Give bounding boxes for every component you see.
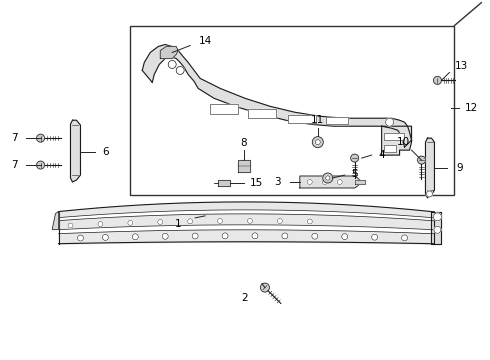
Text: 13: 13	[455, 62, 468, 71]
Polygon shape	[218, 180, 230, 186]
Bar	[384, 145, 395, 152]
Bar	[384, 145, 395, 152]
Text: 14: 14	[198, 36, 212, 46]
Circle shape	[188, 219, 193, 224]
Bar	[384, 133, 404, 140]
Text: 9: 9	[456, 163, 463, 173]
Text: 15: 15	[249, 178, 263, 188]
Circle shape	[102, 234, 108, 240]
Bar	[288, 115, 316, 123]
Circle shape	[261, 283, 270, 292]
Circle shape	[132, 234, 138, 240]
Polygon shape	[52, 212, 58, 230]
Text: 8: 8	[241, 138, 247, 148]
Text: 2: 2	[242, 293, 248, 302]
Circle shape	[371, 234, 378, 240]
Text: 4: 4	[378, 150, 385, 160]
Circle shape	[37, 134, 45, 142]
Circle shape	[325, 176, 330, 180]
Circle shape	[426, 191, 433, 197]
Circle shape	[307, 180, 312, 184]
Bar	[326, 117, 348, 124]
Bar	[384, 133, 404, 140]
Circle shape	[401, 235, 408, 241]
Circle shape	[158, 220, 163, 224]
Circle shape	[218, 219, 222, 224]
Bar	[248, 109, 276, 118]
Circle shape	[176, 67, 184, 75]
Circle shape	[386, 118, 393, 126]
Text: 5: 5	[351, 169, 358, 179]
Circle shape	[307, 219, 312, 224]
Bar	[288, 115, 316, 123]
Text: 1: 1	[175, 219, 181, 229]
Circle shape	[68, 223, 73, 228]
Bar	[130, 26, 454, 195]
Polygon shape	[300, 176, 362, 188]
Circle shape	[323, 173, 333, 183]
Circle shape	[192, 233, 198, 239]
Text: 7: 7	[11, 133, 18, 143]
Circle shape	[128, 220, 133, 225]
Bar	[210, 104, 238, 114]
Polygon shape	[71, 120, 80, 182]
Circle shape	[434, 76, 441, 84]
Bar	[326, 117, 348, 124]
Circle shape	[434, 213, 441, 221]
Circle shape	[315, 140, 320, 145]
Circle shape	[98, 221, 103, 226]
Circle shape	[322, 180, 327, 184]
Circle shape	[77, 235, 83, 241]
Polygon shape	[142, 45, 412, 147]
Circle shape	[351, 154, 359, 162]
Polygon shape	[432, 212, 441, 244]
Polygon shape	[382, 126, 412, 155]
Text: 11: 11	[311, 115, 324, 125]
Circle shape	[252, 233, 258, 239]
Text: 3: 3	[274, 177, 281, 187]
Polygon shape	[425, 138, 435, 198]
Text: 10: 10	[397, 137, 410, 147]
Text: 7: 7	[11, 160, 18, 170]
Text: 12: 12	[465, 103, 478, 113]
Polygon shape	[160, 46, 178, 58]
Circle shape	[247, 219, 252, 223]
Circle shape	[434, 226, 441, 233]
Polygon shape	[355, 180, 365, 184]
Circle shape	[282, 233, 288, 239]
Circle shape	[222, 233, 228, 239]
Circle shape	[312, 233, 318, 239]
Circle shape	[337, 180, 342, 184]
Circle shape	[162, 233, 168, 239]
Circle shape	[417, 156, 425, 164]
Circle shape	[277, 219, 282, 224]
Polygon shape	[238, 160, 250, 172]
Bar	[248, 109, 276, 118]
Text: 6: 6	[102, 147, 109, 157]
Circle shape	[168, 60, 176, 68]
Circle shape	[37, 161, 45, 169]
Bar	[210, 104, 238, 114]
Circle shape	[312, 137, 323, 148]
Circle shape	[342, 234, 348, 240]
